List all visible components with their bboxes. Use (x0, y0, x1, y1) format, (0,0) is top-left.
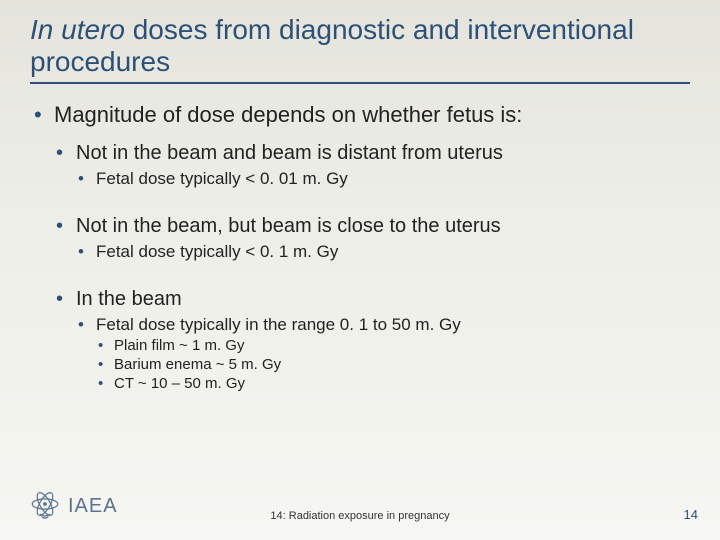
footer: IAEA 14: Radiation exposure in pregnancy… (0, 484, 720, 530)
bullet-level1: Magnitude of dose depends on whether fet… (30, 102, 690, 128)
bullet-level3: Fetal dose typically < 0. 1 m. Gy (76, 242, 690, 262)
bullet-level2: Not in the beam, but beam is close to th… (54, 215, 690, 238)
slide: In utero doses from diagnostic and inter… (0, 0, 720, 540)
bullet-level4: Barium enema ~ 5 m. Gy (96, 356, 690, 373)
title-italic: In utero (30, 14, 125, 45)
bullet-level4: Plain film ~ 1 m. Gy (96, 337, 690, 354)
bullet-level3: Fetal dose typically in the range 0. 1 t… (76, 315, 690, 335)
bullet-level4: CT ~ 10 – 50 m. Gy (96, 375, 690, 392)
bullet-level2: Not in the beam and beam is distant from… (54, 142, 690, 165)
bullet-list: Magnitude of dose depends on whether fet… (30, 102, 690, 392)
bullet-level2: In the beam (54, 288, 690, 311)
page-number: 14 (684, 507, 698, 522)
slide-title: In utero doses from diagnostic and inter… (30, 14, 690, 84)
footer-caption: 14: Radiation exposure in pregnancy (0, 510, 720, 522)
bullet-level3: Fetal dose typically < 0. 01 m. Gy (76, 169, 690, 189)
